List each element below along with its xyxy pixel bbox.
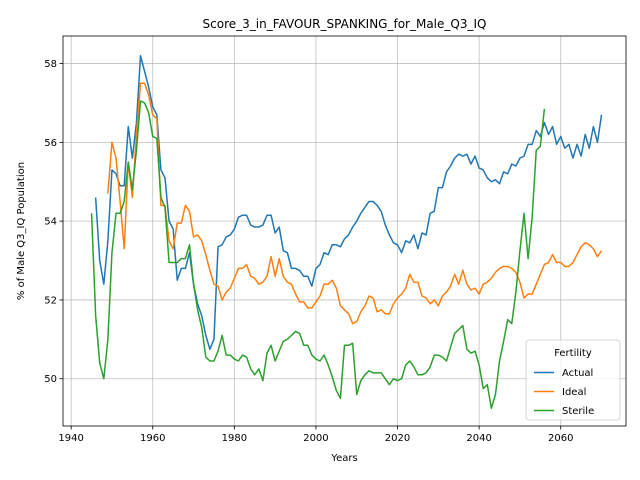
- y-tick-label: 56: [44, 138, 57, 149]
- ticks: 1940 1960 1980 2000 2020 2040 2060 50 52 54 56 58: [44, 59, 573, 444]
- y-axis-label: % of Male Q3_IQ Population: [16, 162, 27, 300]
- y-tick-label: 50: [44, 374, 57, 385]
- x-tick-label: 1960: [140, 433, 165, 444]
- series-line-sterile: [90, 100, 546, 410]
- y-tick-label: 54: [44, 217, 57, 228]
- series-line-ideal: [107, 82, 603, 325]
- legend-label-ideal: Ideal: [562, 387, 586, 398]
- x-tick-label: 2040: [466, 433, 491, 444]
- legend-box: [525, 339, 621, 421]
- legend-label-actual: Actual: [562, 368, 593, 379]
- legend-title: Fertility: [554, 348, 592, 359]
- x-tick-label: 2020: [385, 433, 410, 444]
- y-tick-label: 52: [44, 295, 57, 306]
- legend: Fertility Actual Ideal Sterile: [525, 339, 621, 421]
- chart-title: Score_3_in_FAVOUR_SPANKING_for_Male_Q3_I…: [203, 17, 487, 31]
- y-tick-label: 58: [44, 59, 57, 70]
- x-axis-label: Years: [330, 453, 357, 464]
- series-layer: [90, 54, 603, 410]
- x-tick-label: 2000: [303, 433, 328, 444]
- x-tick-label: 2060: [548, 433, 573, 444]
- legend-label-sterile: Sterile: [562, 406, 594, 417]
- series-line-actual: [94, 54, 603, 350]
- x-tick-label: 1980: [222, 433, 247, 444]
- x-tick-label: 1940: [58, 433, 83, 444]
- plot-frame: [62, 35, 627, 427]
